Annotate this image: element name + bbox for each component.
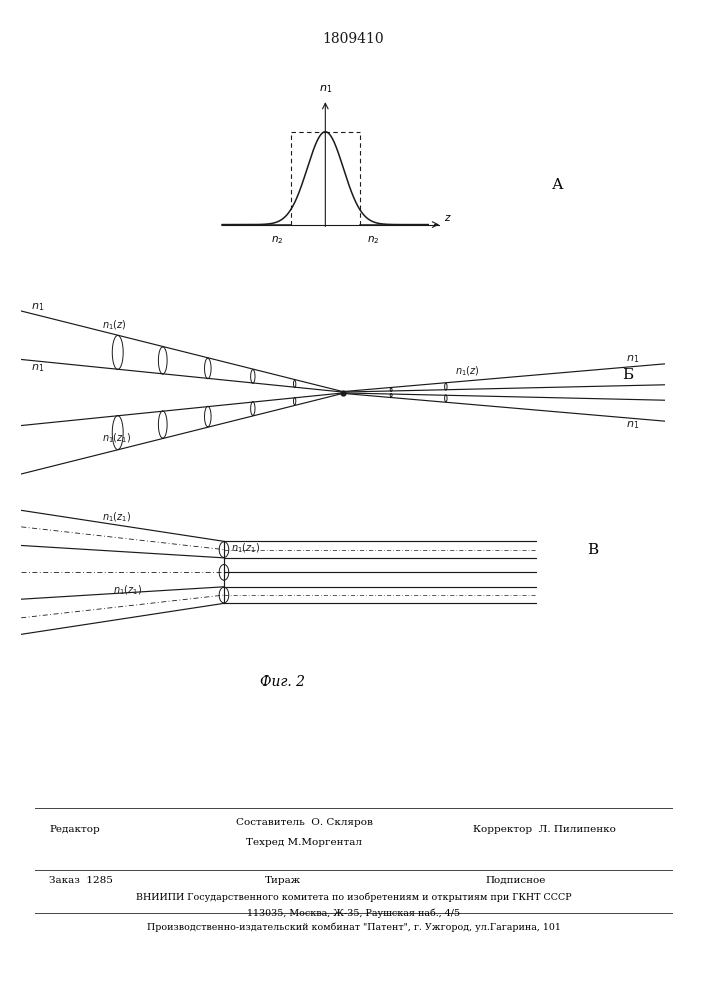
- Text: $n_2$: $n_2$: [271, 234, 284, 246]
- Text: $n_1$: $n_1$: [626, 354, 639, 365]
- Text: Фиг. 2: Фиг. 2: [260, 675, 305, 689]
- Text: Производственно-издательский комбинат "Патент", г. Ужгород, ул.Гагарина, 101: Производственно-издательский комбинат "П…: [146, 923, 561, 932]
- Text: $n_1$: $n_1$: [31, 301, 44, 313]
- Text: 113035, Москва, Ж-35, Раушская наб., 4/5: 113035, Москва, Ж-35, Раушская наб., 4/5: [247, 908, 460, 918]
- Text: $n_1(z)$: $n_1(z)$: [455, 364, 480, 378]
- Text: $z$: $z$: [444, 213, 451, 223]
- Text: ВНИИПИ Государственного комитета по изобретениям и открытиям при ГКНТ СССР: ВНИИПИ Государственного комитета по изоб…: [136, 892, 571, 902]
- Text: А: А: [551, 178, 563, 192]
- Text: $n_1(z_1)$: $n_1(z_1)$: [231, 542, 261, 555]
- Text: Тираж: Тираж: [264, 876, 301, 885]
- Text: Составитель  О. Скляров: Составитель О. Скляров: [235, 818, 373, 827]
- Text: $n_1(z_1)$: $n_1(z_1)$: [103, 511, 132, 524]
- Text: $n_1$: $n_1$: [319, 83, 332, 95]
- Text: В: В: [587, 543, 598, 557]
- Text: $n_1$: $n_1$: [626, 420, 639, 431]
- Text: Подписное: Подписное: [486, 876, 547, 885]
- Text: $n_2$: $n_2$: [367, 234, 380, 246]
- Text: Корректор  Л. Пилипенко: Корректор Л. Пилипенко: [473, 824, 616, 834]
- Text: $n_1$: $n_1$: [31, 362, 44, 374]
- Text: $n_1(z_1)$: $n_1(z_1)$: [113, 583, 143, 597]
- Text: 1809410: 1809410: [322, 32, 385, 46]
- Text: Техред М.Моргентал: Техред М.Моргентал: [246, 838, 362, 847]
- Text: Редактор: Редактор: [49, 824, 100, 834]
- Text: $n_1(z)$: $n_1(z)$: [102, 319, 127, 332]
- Text: Заказ  1285: Заказ 1285: [49, 876, 113, 885]
- Text: $n_1(z_1)$: $n_1(z_1)$: [102, 431, 131, 445]
- Text: Б: Б: [622, 368, 633, 382]
